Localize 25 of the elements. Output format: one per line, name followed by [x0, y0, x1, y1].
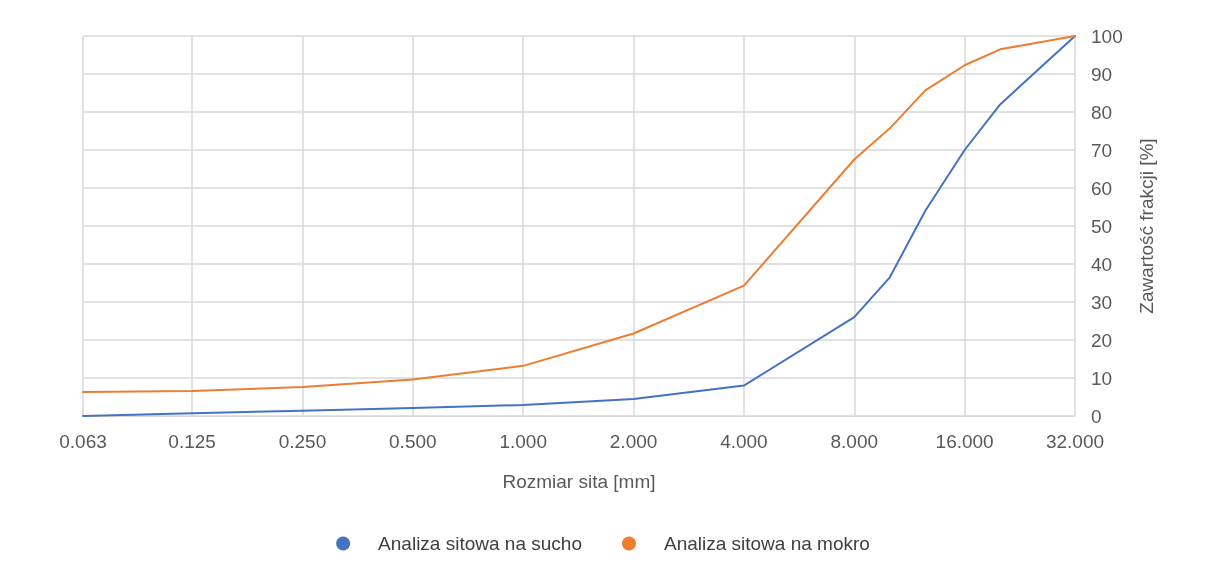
legend-label: Analiza sitowa na mokro	[663, 533, 870, 554]
x-tick-label: 16.000	[935, 431, 994, 452]
y-tick-label: 80	[1091, 101, 1113, 123]
x-tick-label: 0.125	[168, 431, 216, 452]
x-tick-label: 32.000	[1045, 431, 1105, 452]
y-tick-label: 0	[1091, 405, 1102, 427]
x-tick-label: 0.063	[59, 431, 107, 452]
y-tick-label: 10	[1091, 367, 1113, 389]
y-tick-label: 30	[1091, 291, 1113, 313]
y-tick-label: 90	[1091, 63, 1113, 85]
x-tick-label: 0.250	[278, 431, 327, 452]
y-tick-label: 50	[1091, 215, 1113, 237]
y-tick-label: 100	[1091, 25, 1123, 47]
x-tick-label: 8.000	[830, 431, 879, 452]
x-tick-label: 1.000	[499, 431, 547, 452]
y-tick-label: 20	[1091, 329, 1113, 351]
y-tick-label: 40	[1091, 253, 1113, 275]
y-axis-title: Zawartość frakcji [%]	[1136, 138, 1157, 314]
x-axis-title: Rozmiar sita [mm]	[502, 471, 656, 492]
y-tick-label: 60	[1091, 177, 1113, 199]
y-tick-label: 70	[1091, 139, 1113, 161]
x-tick-label: 4.000	[720, 431, 768, 452]
legend-label: Analiza sitowa na sucho	[378, 533, 582, 554]
x-tick-label: 0.500	[389, 431, 437, 452]
x-tick-label: 2.000	[609, 431, 658, 452]
